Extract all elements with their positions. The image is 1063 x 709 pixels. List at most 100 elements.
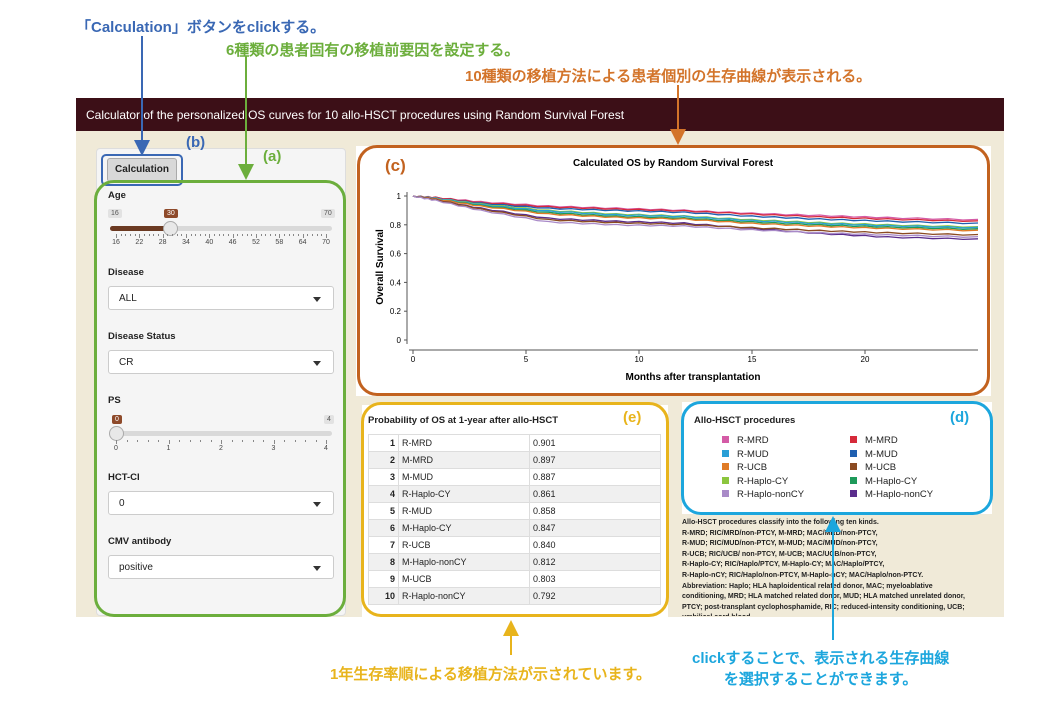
note-line: R-Haplo-CY; RIC/Haplo/PTCY, M-Haplo-CY; …: [682, 561, 885, 569]
age-tick: [139, 234, 141, 238]
age-tick-label: 40: [205, 239, 214, 246]
legend-item-m-haplo-noncy[interactable]: M-Haplo-nonCY: [850, 489, 933, 500]
x-tick-label: 15: [748, 355, 757, 364]
note-line: R-UCB; RIC/UCB/ non-PTCY, M-UCB; MAC/UCB…: [682, 550, 877, 558]
disease-status-value: CR: [119, 357, 134, 368]
table-cell-prob: 0.847: [529, 519, 661, 537]
table-cell-rank: 4: [368, 485, 399, 503]
ps-minor-tick: [231, 440, 233, 442]
legend-item-r-ucb[interactable]: R-UCB: [722, 462, 767, 473]
table-row: 10 R-Haplo-nonCY 0.792: [368, 587, 661, 605]
os-table-panel: Probability of OS at 1-year after allo-H…: [362, 405, 668, 617]
age-tick: [209, 234, 211, 238]
age-value: 30: [164, 209, 178, 218]
disease-select[interactable]: ALL: [108, 286, 334, 310]
ps-tick: [116, 440, 117, 444]
age-minor-tick: [246, 234, 248, 236]
label-d: (d): [950, 409, 970, 426]
calculation-button[interactable]: Calculation: [107, 158, 177, 182]
age-tick: [326, 234, 327, 238]
chevron-down-icon: [313, 361, 321, 366]
legend-title: Allo-HSCT procedures: [694, 415, 796, 426]
legend-item-m-mrd[interactable]: M-MRD: [850, 435, 898, 446]
x-tick-label: 0: [411, 355, 416, 364]
cmv-select[interactable]: positive: [108, 555, 334, 579]
ps-minor-tick: [200, 440, 201, 442]
ps-tick-label: 4: [324, 445, 328, 452]
chart-panel: Calculated OS by Random Survival Forest …: [356, 146, 991, 396]
legend-item-r-mud[interactable]: R-MUD: [722, 449, 769, 460]
age-minor-tick: [242, 234, 243, 236]
age-minor-tick: [120, 234, 122, 236]
age-minor-tick: [148, 234, 150, 236]
age-tick: [279, 234, 281, 238]
legend-item-r-mrd[interactable]: R-MRD: [722, 435, 769, 446]
note-line: conditioning, MRD; HLA matched related d…: [682, 593, 965, 601]
ps-minor-tick: [242, 440, 243, 442]
cmv-label: CMV antibody: [108, 536, 172, 547]
age-minor-tick: [130, 234, 131, 236]
age-tick-label: 28: [158, 239, 167, 246]
note-line: Allo-HSCT procedures classify into the f…: [682, 519, 879, 526]
ps-tick: [221, 440, 222, 444]
table-cell-prob: 0.897: [529, 451, 661, 469]
age-minor-tick: [298, 234, 299, 236]
age-minor-tick: [321, 234, 323, 236]
age-minor-tick: [270, 234, 271, 236]
age-slider-handle[interactable]: [163, 221, 179, 236]
legend-swatch: [722, 476, 729, 484]
legend-item-r-haplo-cy[interactable]: R-Haplo-CY: [722, 476, 788, 487]
x-tick-label: 10: [635, 355, 644, 364]
legend-label: R-Haplo-nonCY: [737, 489, 805, 500]
ps-tick-label: 3: [271, 445, 276, 452]
age-minor-tick: [223, 234, 225, 236]
age-tick-label: 16: [112, 239, 120, 246]
legend-item-m-ucb[interactable]: M-UCB: [850, 462, 896, 473]
age-tick-label: 34: [182, 239, 190, 246]
ps-tick-label: 2: [219, 445, 223, 452]
age-tick-label: 70: [322, 239, 330, 246]
age-minor-tick: [144, 234, 145, 236]
age-slider-track[interactable]: [110, 226, 332, 231]
cmv-value: positive: [119, 562, 153, 573]
legend-item-r-haplo-noncy[interactable]: R-Haplo-nonCY: [722, 489, 804, 500]
age-label: Age: [108, 190, 126, 201]
age-minor-tick: [200, 234, 201, 236]
age-minor-tick: [284, 234, 285, 236]
table-cell-rank: 6: [368, 519, 399, 537]
age-minor-tick: [237, 234, 239, 236]
table-cell-rank: 8: [368, 553, 399, 571]
ps-label: PS: [108, 395, 121, 406]
legend-label: R-Haplo-CY: [737, 475, 789, 487]
chevron-down-icon: [313, 566, 321, 571]
note-line: R-Haplo-nCY; RIC/Haplo/non-PTCY, M-Haplo…: [682, 571, 924, 579]
table-row: 3 M-MUD 0.887: [368, 468, 661, 486]
series-line-r-haplo-noncy: [412, 195, 979, 238]
frame-e: [361, 402, 669, 617]
legend-item-m-haplo-cy[interactable]: M-Haplo-CY: [850, 476, 917, 487]
age-minor-tick: [274, 234, 276, 236]
ps-minor-tick: [137, 440, 138, 442]
disease-status-select[interactable]: CR: [108, 350, 334, 374]
note-line: R-MRD; RIC/MRD/non-PTCY, M-MRD; MAC/MRD/…: [682, 529, 878, 537]
ps-minor-tick: [147, 440, 149, 442]
table-cell-proc: R-Haplo-CY: [398, 485, 530, 503]
legend-swatch: [850, 436, 857, 443]
hct-ci-select[interactable]: 0: [108, 491, 334, 515]
age-minor-tick: [195, 234, 197, 236]
legend-panel: Allo-HSCT procedures R-MRD R-MUD R-UCB R-Ha…: [682, 402, 992, 514]
ps-slider-track[interactable]: [110, 431, 332, 436]
label-a: (a): [263, 148, 282, 165]
age-slider-fill: [110, 226, 171, 231]
annotation-click-select-line2: を選択することができます。: [723, 671, 918, 688]
frame-d: [681, 401, 993, 515]
legend-item-m-mud[interactable]: M-MUD: [850, 449, 898, 460]
label-e: (e): [623, 409, 642, 426]
y-tick-label: 0.6: [390, 250, 402, 259]
ps-tick-label: 1: [166, 445, 171, 452]
note-line: umbilical cord blood.: [682, 613, 992, 616]
chart-xlabel: Months after transplantation: [625, 372, 760, 383]
y-tick-label: 1: [397, 192, 402, 201]
x-tick-label: 5: [524, 355, 529, 364]
